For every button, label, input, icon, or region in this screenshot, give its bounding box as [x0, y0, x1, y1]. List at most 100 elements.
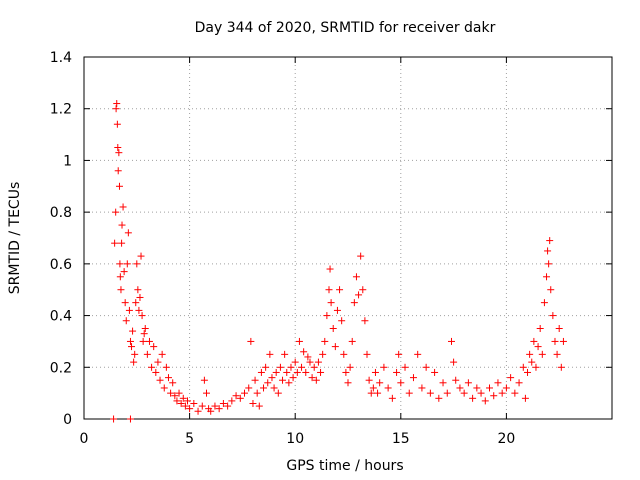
data-point [494, 379, 501, 386]
data-point [148, 364, 155, 371]
y-tick-label: 0.2 [50, 360, 72, 376]
data-point [113, 100, 120, 107]
data-point [560, 338, 567, 345]
data-point [544, 247, 551, 254]
data-point [249, 400, 256, 407]
data-point [347, 364, 354, 371]
data-point [113, 105, 120, 112]
data-point [410, 374, 417, 381]
data-point [258, 369, 265, 376]
data-point [115, 149, 122, 156]
y-tick-label: 0.6 [50, 257, 72, 273]
data-point [292, 359, 299, 366]
data-point [554, 351, 561, 358]
data-point [126, 307, 133, 314]
data-point [154, 359, 161, 366]
data-point [117, 286, 124, 293]
x-tick-label: 10 [286, 431, 304, 447]
data-point [359, 286, 366, 293]
data-point [114, 144, 121, 151]
data-point [323, 312, 330, 319]
data-point [325, 286, 332, 293]
x-tick-label: 0 [80, 431, 89, 447]
x-tick-label: 20 [497, 431, 515, 447]
data-point [298, 364, 305, 371]
data-point [402, 364, 409, 371]
data-point [435, 395, 442, 402]
data-point [345, 379, 352, 386]
data-point [247, 338, 254, 345]
data-point [469, 395, 476, 402]
data-point [380, 364, 387, 371]
data-point [321, 338, 328, 345]
data-point [511, 390, 518, 397]
data-point [114, 121, 121, 128]
y-tick-label: 0.4 [50, 309, 72, 325]
data-point [271, 384, 278, 391]
data-point [423, 364, 430, 371]
data-point [139, 312, 146, 319]
data-point [252, 377, 259, 384]
data-point [117, 273, 124, 280]
data-point [549, 312, 556, 319]
x-tick-label: 15 [392, 431, 410, 447]
data-point [393, 369, 400, 376]
data-point [142, 325, 149, 332]
data-point [389, 395, 396, 402]
data-point [551, 338, 558, 345]
data-point [254, 390, 261, 397]
data-point [195, 408, 202, 415]
data-point [133, 260, 140, 267]
data-point [131, 351, 138, 358]
data-point [290, 374, 297, 381]
data-point [486, 384, 493, 391]
data-point [260, 384, 267, 391]
data-point [376, 379, 383, 386]
data-point [537, 325, 544, 332]
data-point [115, 167, 122, 174]
data-point [372, 369, 379, 376]
data-point [228, 397, 235, 404]
data-point [440, 379, 447, 386]
data-point [541, 299, 548, 306]
data-point [140, 338, 147, 345]
axis-ticks: 0 0.2 0.4 0.6 0.8 1 1.2 1.4 0 5 10 15 20 [50, 50, 612, 447]
data-point [535, 343, 542, 350]
data-point [281, 351, 288, 358]
data-points [110, 100, 567, 422]
data-point [338, 317, 345, 324]
data-point [456, 384, 463, 391]
data-point [395, 351, 402, 358]
data-point [473, 384, 480, 391]
data-point [342, 369, 349, 376]
data-point [547, 286, 554, 293]
data-point [414, 351, 421, 358]
data-point [119, 222, 126, 229]
data-point [406, 390, 413, 397]
data-point [264, 379, 271, 386]
data-point [543, 273, 550, 280]
x-axis-label: GPS time / hours [286, 458, 403, 474]
data-point [311, 364, 318, 371]
data-point [340, 351, 347, 358]
data-point [332, 343, 339, 350]
data-point [302, 369, 309, 376]
y-tick-label: 1.2 [50, 102, 72, 118]
data-point [275, 390, 282, 397]
data-point [118, 240, 125, 247]
data-point [262, 364, 269, 371]
data-point [490, 392, 497, 399]
data-point [364, 351, 371, 358]
data-point [351, 299, 358, 306]
data-point [127, 416, 134, 423]
data-point [361, 317, 368, 324]
data-point [157, 377, 164, 384]
data-point [134, 286, 141, 293]
data-point [448, 338, 455, 345]
data-point [465, 379, 472, 386]
data-point [199, 403, 206, 410]
data-point [273, 369, 280, 376]
data-point [203, 390, 210, 397]
data-point [461, 390, 468, 397]
y-tick-label: 0 [63, 412, 72, 428]
